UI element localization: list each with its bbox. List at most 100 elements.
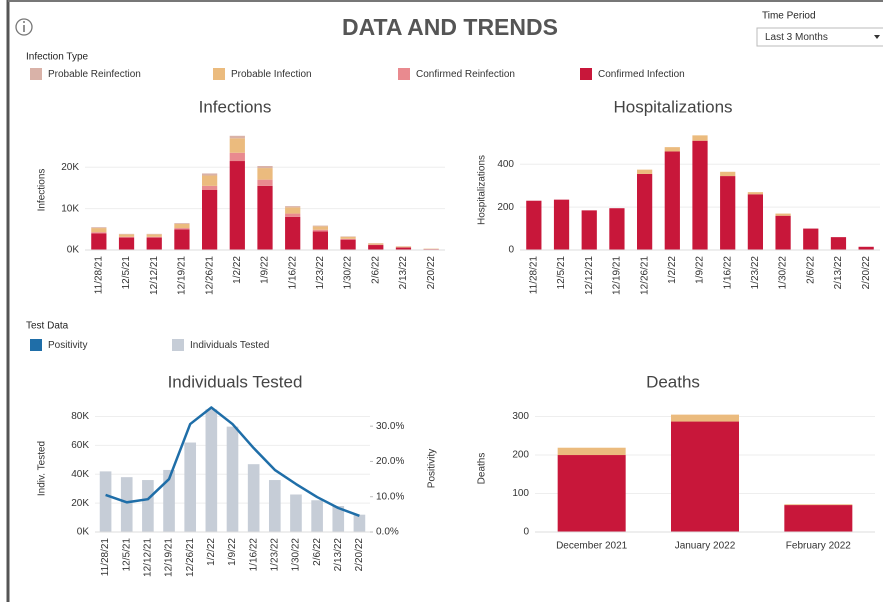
- x-tick-label: 1/30/22: [778, 256, 789, 290]
- legend-swatch: [580, 68, 592, 80]
- bar: [205, 409, 218, 532]
- x-tick-label: 2/6/22: [370, 256, 381, 284]
- bar: [174, 223, 190, 229]
- bar: [557, 455, 626, 532]
- x-tick-label: 2/6/22: [805, 256, 816, 284]
- bar: [720, 176, 736, 250]
- y-tick-label: 100: [512, 488, 529, 499]
- bar: [830, 237, 847, 250]
- y-tick-label: 40K: [71, 469, 89, 480]
- bar: [312, 229, 328, 232]
- legend-swatch: [172, 339, 184, 351]
- bar: [91, 227, 107, 229]
- y-axis-label: Deaths: [477, 453, 488, 485]
- bar: [637, 169, 653, 174]
- bar: [784, 505, 853, 532]
- bar: [784, 504, 853, 506]
- bar: [146, 237, 162, 250]
- legend-label: Probable Reinfection: [48, 69, 141, 80]
- legend-swatch: [398, 68, 410, 80]
- legend-label: Individuals Tested: [190, 340, 269, 351]
- bar: [581, 210, 597, 250]
- x-tick-label: 12/26/21: [639, 256, 650, 295]
- bar: [395, 247, 412, 250]
- bar: [202, 185, 218, 190]
- y-tick-label: 0: [523, 527, 529, 538]
- x-tick-label: 1/23/22: [269, 538, 280, 572]
- bar: [229, 161, 245, 250]
- y-axis-label: Hospitalizations: [477, 155, 488, 225]
- bar: [775, 215, 791, 250]
- y2-axis-label: Positivity: [427, 449, 438, 488]
- bar: [290, 494, 302, 532]
- bar: [395, 246, 412, 248]
- x-tick-label: 2/13/22: [398, 256, 409, 290]
- dropdown-value[interactable]: Last 3 Months: [765, 32, 828, 43]
- bar: [285, 207, 301, 214]
- x-tick-label: 1/30/22: [291, 538, 302, 572]
- time-period-dropdown[interactable]: Last 3 Months: [756, 27, 883, 47]
- bar: [229, 152, 245, 162]
- x-tick-label: 1/16/22: [722, 256, 733, 290]
- y-tick-label: 60K: [71, 440, 89, 451]
- chart-title: Infections: [199, 97, 272, 116]
- bar: [312, 231, 328, 250]
- bar: [174, 228, 190, 230]
- bar: [692, 135, 708, 141]
- y-tick-label: 200: [497, 202, 514, 213]
- x-tick-label: 1/23/22: [750, 256, 761, 290]
- bar: [229, 135, 245, 139]
- bar: [747, 192, 763, 195]
- bar: [184, 442, 197, 532]
- bar: [285, 213, 301, 217]
- info-circle[interactable]: [15, 18, 33, 36]
- x-tick-label: 12/26/21: [185, 538, 196, 577]
- bar: [202, 173, 218, 176]
- bar: [720, 171, 736, 177]
- x-tick-label: 2/13/22: [833, 256, 844, 290]
- bar: [91, 233, 107, 250]
- x-tick-label: 12/5/21: [121, 256, 132, 290]
- chart-title: Deaths: [646, 372, 700, 391]
- bar: [664, 151, 680, 250]
- x-tick-label: December 2021: [556, 541, 628, 552]
- bar: [747, 194, 763, 250]
- bar: [202, 190, 218, 250]
- x-tick-label: 2/20/22: [426, 256, 437, 290]
- bar: [671, 421, 739, 532]
- dashboard-title: DATA AND TRENDS: [342, 14, 558, 40]
- y-tick-label: 10K: [61, 203, 79, 214]
- dropdown-box[interactable]: [756, 27, 883, 47]
- bar: [202, 175, 218, 186]
- bar: [637, 173, 653, 250]
- bar: [257, 166, 273, 169]
- x-tick-label: 1/30/22: [343, 256, 354, 290]
- x-tick-label: 12/26/21: [204, 256, 215, 295]
- y-tick-label: 80K: [71, 411, 89, 422]
- x-tick-label: 11/28/21: [528, 256, 539, 295]
- bar: [368, 243, 384, 245]
- info-dot[interactable]: [23, 21, 25, 23]
- bar: [609, 208, 625, 250]
- y2-tick-label: 0.0%: [376, 527, 399, 538]
- x-tick-label: 12/12/21: [149, 256, 160, 295]
- x-tick-label: 1/16/22: [287, 256, 298, 290]
- bar: [257, 185, 273, 250]
- y-tick-label: 20K: [71, 498, 89, 509]
- legend-label: Positivity: [48, 340, 87, 351]
- y-axis-label: Infections: [37, 169, 48, 212]
- bar: [557, 447, 626, 456]
- x-tick-label: 1/9/22: [227, 538, 238, 566]
- x-tick-label: 1/2/22: [667, 256, 678, 284]
- legend-swatch: [30, 68, 42, 80]
- x-tick-label: 12/12/21: [584, 256, 595, 295]
- info-icon[interactable]: [15, 18, 33, 36]
- dropdown-arrow[interactable]: [874, 35, 880, 39]
- bar: [226, 426, 239, 532]
- bar: [312, 226, 328, 230]
- bar: [285, 216, 301, 250]
- time-period-label: Time Period: [762, 11, 816, 22]
- legend-swatch: [30, 339, 42, 351]
- y-tick-label: 400: [497, 159, 514, 170]
